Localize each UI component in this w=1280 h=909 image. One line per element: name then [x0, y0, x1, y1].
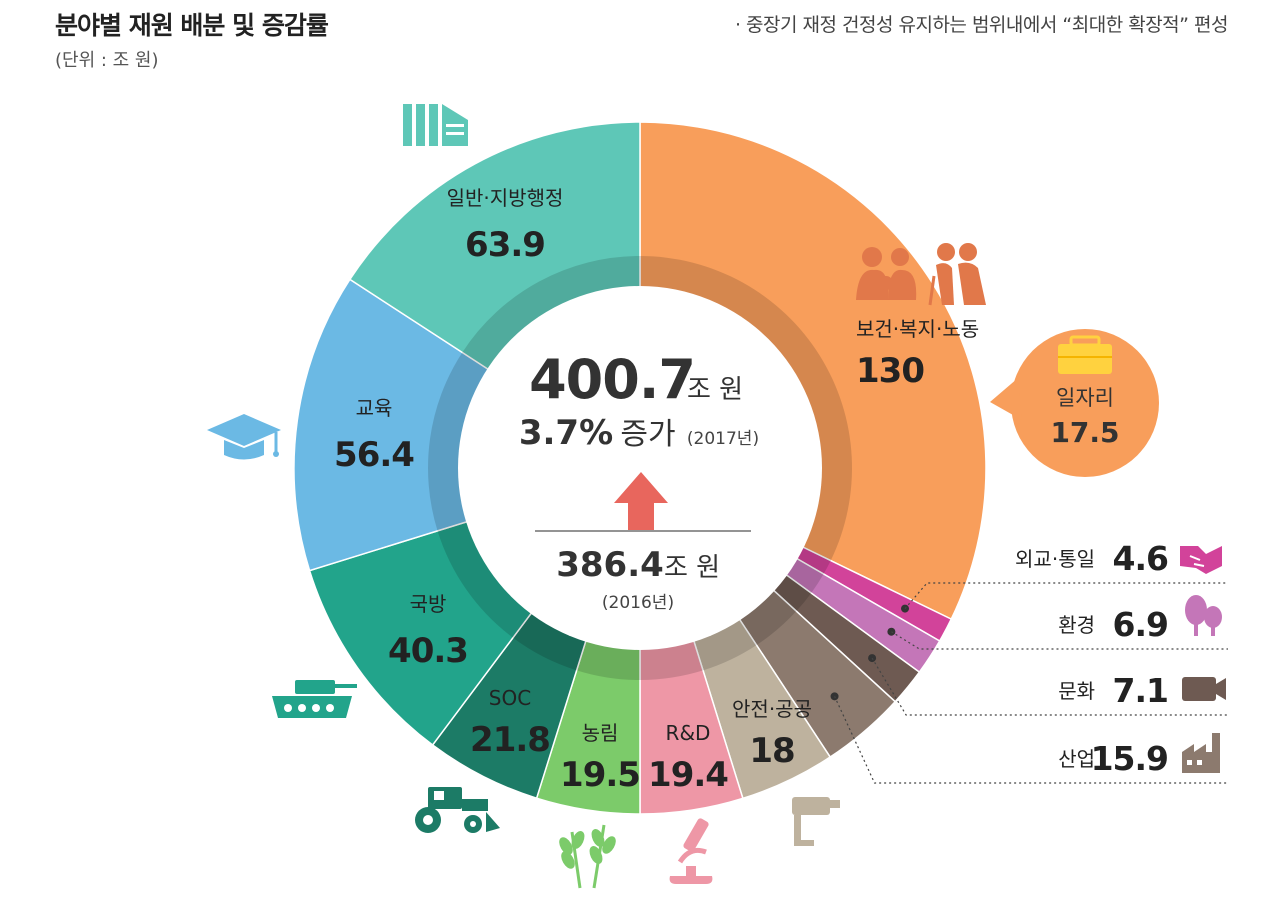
growth-label: 증가 — [620, 417, 675, 452]
segment-value-7: 19.5 — [560, 755, 640, 795]
segment-value-6: 19.4 — [648, 755, 728, 795]
segment-name-7: 농림 — [582, 721, 619, 745]
jobs-callout: 일자리 17.5 — [990, 329, 1159, 477]
segment-value-8: 21.8 — [470, 720, 550, 760]
segment-value-9: 40.3 — [388, 631, 468, 671]
total-unit: 조 원 — [687, 375, 743, 405]
factory-icon — [1182, 733, 1220, 773]
wheat-icon — [559, 824, 616, 889]
segment-value-5: 18 — [749, 731, 794, 771]
prev-value: 386.4 — [556, 545, 664, 585]
segment-name-9: 국방 — [410, 592, 447, 616]
inner-ring-segment-4 — [738, 589, 797, 646]
inner-ring-segment-7 — [576, 639, 640, 680]
callout-value: 17.5 — [1050, 416, 1119, 449]
prev-unit: 조 원 — [664, 553, 720, 583]
segment-name-0: 보건·복지·노동 — [856, 317, 979, 341]
center-hole — [458, 286, 822, 650]
segment-name-6: R&D — [666, 721, 711, 745]
microscope-icon — [669, 818, 713, 884]
side-value-1: 4.6 — [1113, 539, 1168, 578]
video-camera-icon — [1182, 677, 1226, 701]
subtitle: · 중장기 재정 건정성 유지하는 범위내에서 “최대한 확장적” 편성 — [734, 14, 1229, 36]
inner-ring-segment-5 — [693, 618, 757, 671]
cctv-icon — [792, 797, 840, 846]
segment-name-11: 일반·지방행정 — [447, 186, 564, 210]
inner-ring-segment-0 — [640, 256, 853, 561]
increase-arrow-icon — [614, 472, 668, 530]
leader-line-2 — [891, 631, 1228, 650]
segment-value-11: 63.9 — [465, 225, 545, 265]
segment-value-10: 56.4 — [334, 435, 414, 475]
building-icon — [403, 104, 468, 146]
prev-year: (2016년) — [602, 593, 674, 613]
inner-ring-segment-1 — [795, 546, 831, 574]
side-name-4: 산업 — [1058, 747, 1095, 771]
graduation-cap-icon — [207, 414, 281, 460]
briefcase-icon — [1058, 335, 1112, 374]
inner-ring-segment-9 — [437, 521, 533, 638]
total-value: 400.7 — [529, 348, 695, 411]
callout-pointer — [990, 378, 1022, 420]
inner-ring-segment-6 — [640, 639, 704, 680]
side-name-2: 환경 — [1058, 613, 1095, 637]
unit-label: (단위 : 조 원) — [55, 50, 159, 71]
handshake-icon — [1180, 546, 1222, 574]
segment-name-10: 교육 — [356, 396, 393, 420]
side-name-3: 문화 — [1058, 679, 1095, 703]
segment-name-5: 안전·공공 — [732, 697, 812, 721]
tree-icon — [1185, 595, 1222, 636]
side-value-3: 7.1 — [1113, 671, 1168, 710]
elderly-family-icon — [856, 243, 986, 306]
inner-ring-segment-3 — [772, 574, 812, 612]
growth-year: (2017년) — [687, 429, 759, 449]
inner-ring-segment-8 — [512, 612, 587, 671]
leader-line-1 — [904, 582, 1228, 609]
callout-bubble — [1011, 329, 1159, 477]
growth-rate: 3.7% — [519, 413, 613, 453]
inner-ring-segment-11 — [462, 256, 640, 370]
segment-value-0: 130 — [856, 351, 924, 391]
tank-icon — [272, 680, 357, 718]
segment-name-8: SOC — [489, 686, 531, 710]
inner-ring-segment-2 — [785, 558, 824, 594]
callout-name: 일자리 — [1056, 386, 1114, 410]
side-value-2: 6.9 — [1113, 605, 1168, 644]
leader-line-3 — [871, 657, 1228, 716]
page-title: 분야별 재원 배분 및 증감률 — [55, 11, 329, 40]
side-value-4: 15.9 — [1091, 739, 1168, 778]
leader-line-4 — [834, 696, 1228, 784]
side-name-1: 외교·통일 — [1015, 547, 1095, 571]
tractor-icon — [415, 787, 500, 833]
